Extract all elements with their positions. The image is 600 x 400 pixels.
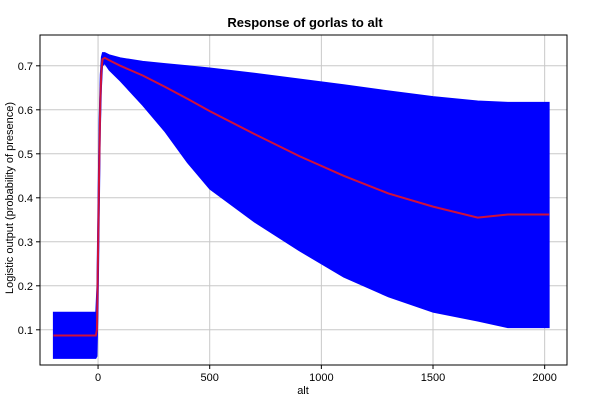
y-tick-label: 0.6	[18, 105, 33, 117]
x-tick-label: 500	[201, 372, 219, 384]
y-tick-label: 0.5	[18, 149, 33, 161]
x-tick-label: 0	[95, 372, 101, 384]
x-tick-label: 1000	[309, 372, 333, 384]
y-axis-label: Logistic output (probability of presence…	[4, 102, 16, 294]
x-axis-label: alt	[297, 385, 309, 397]
y-tick-label: 0.7	[18, 61, 33, 73]
y-tick-label: 0.1	[18, 325, 33, 337]
x-tick-label: 2000	[532, 372, 556, 384]
y-tick-label: 0.3	[18, 237, 33, 249]
y-tick-label: 0.2	[18, 281, 33, 293]
y-tick-label: 0.4	[18, 193, 33, 205]
x-tick-label: 1500	[421, 372, 445, 384]
plot-area	[52, 52, 550, 359]
x-axis: 0 500 1000 1500 2000	[95, 365, 557, 384]
response-line	[53, 56, 550, 337]
plot-frame	[39, 34, 568, 366]
chart-title: Response of gorlas to alt	[227, 15, 383, 30]
y-axis: 0.1 0.2 0.3 0.4 0.5 0.6 0.7	[18, 61, 40, 337]
